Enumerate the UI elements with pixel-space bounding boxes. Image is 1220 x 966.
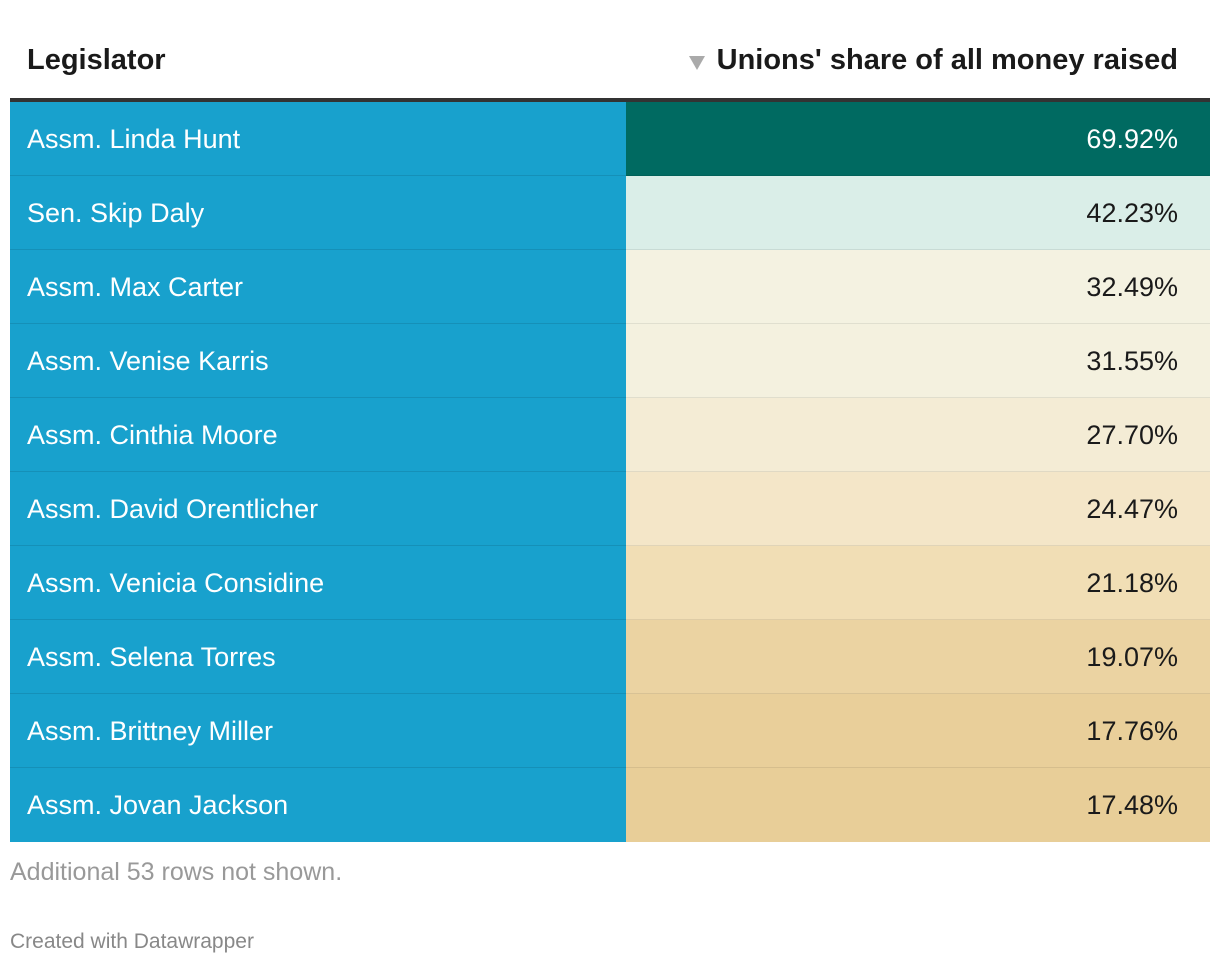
column-header-share[interactable]: Unions' share of all money raised <box>688 44 1178 77</box>
share-cell: 31.55% <box>626 324 1210 398</box>
data-table: Legislator Unions' share of all money ra… <box>10 0 1210 842</box>
legislator-cell: Assm. Linda Hunt <box>10 102 626 176</box>
table-row: Assm. David Orentlicher 24.47% <box>10 472 1210 546</box>
legislator-cell: Assm. Max Carter <box>10 250 626 324</box>
share-cell: 32.49% <box>626 250 1210 324</box>
legislator-cell: Assm. Selena Torres <box>10 620 626 694</box>
legislator-cell: Assm. David Orentlicher <box>10 472 626 546</box>
share-cell: 69.92% <box>626 102 1210 176</box>
datawrapper-credit: Created with Datawrapper <box>10 930 254 953</box>
table-row: Assm. Venise Karris 31.55% <box>10 324 1210 398</box>
table-row: Assm. Jovan Jackson 17.48% <box>10 768 1210 842</box>
share-cell: 17.48% <box>626 768 1210 842</box>
share-cell: 27.70% <box>626 398 1210 472</box>
legislator-cell: Sen. Skip Daly <box>10 176 626 250</box>
column-header-share-label: Unions' share of all money raised <box>716 44 1178 76</box>
share-cell: 24.47% <box>626 472 1210 546</box>
table-row: Assm. Max Carter 32.49% <box>10 250 1210 324</box>
table-header: Legislator Unions' share of all money ra… <box>10 0 1210 102</box>
share-cell: 21.18% <box>626 546 1210 620</box>
legislator-cell: Assm. Cinthia Moore <box>10 398 626 472</box>
table-row: Sen. Skip Daly 42.23% <box>10 176 1210 250</box>
table-row: Assm. Cinthia Moore 27.70% <box>10 398 1210 472</box>
legislator-cell: Assm. Venise Karris <box>10 324 626 398</box>
table-row: Assm. Linda Hunt 69.92% <box>10 102 1210 176</box>
share-cell: 17.76% <box>626 694 1210 768</box>
legislator-cell: Assm. Venicia Considine <box>10 546 626 620</box>
legislator-cell: Assm. Brittney Miller <box>10 694 626 768</box>
sort-descending-icon[interactable] <box>688 55 705 70</box>
legislator-cell: Assm. Jovan Jackson <box>10 768 626 842</box>
share-cell: 42.23% <box>626 176 1210 250</box>
table-row: Assm. Brittney Miller 17.76% <box>10 694 1210 768</box>
rows-not-shown-note: Additional 53 rows not shown. <box>10 858 343 886</box>
table-row: Assm. Venicia Considine 21.18% <box>10 546 1210 620</box>
share-cell: 19.07% <box>626 620 1210 694</box>
column-header-legislator[interactable]: Legislator <box>27 44 166 76</box>
table-body: Assm. Linda Hunt 69.92% Sen. Skip Daly 42.2… <box>10 102 1210 842</box>
table-row: Assm. Selena Torres 19.07% <box>10 620 1210 694</box>
